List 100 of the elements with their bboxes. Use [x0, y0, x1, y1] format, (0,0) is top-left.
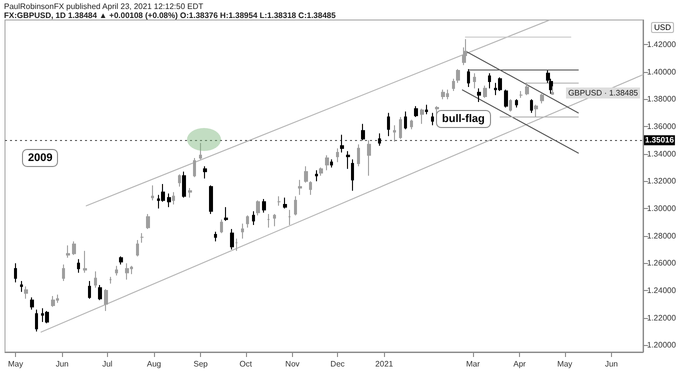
candlestick — [14, 262, 17, 283]
candlestick — [420, 108, 424, 124]
candlestick — [404, 111, 407, 130]
candlestick — [66, 244, 70, 258]
candlestick — [188, 188, 192, 198]
candlestick — [288, 209, 291, 226]
candlestick — [414, 106, 418, 118]
candlestick — [441, 89, 445, 100]
y-tick-label: 1.24000 — [647, 286, 676, 296]
y-tick-label: 1.30000 — [647, 204, 676, 214]
candlestick — [509, 98, 512, 112]
candlestick — [45, 310, 49, 324]
candlestick — [315, 170, 318, 182]
candlestick — [94, 270, 97, 288]
candlestick — [346, 150, 350, 170]
x-tick-label: Jul — [102, 360, 113, 368]
candlestick — [367, 140, 371, 176]
x-tick-label: Apr — [513, 360, 526, 368]
candlestick — [115, 265, 118, 276]
candlestick — [410, 119, 413, 130]
candlestick — [277, 196, 281, 206]
candlestick — [498, 76, 502, 92]
candlestick — [256, 200, 260, 216]
candlestick — [30, 296, 34, 310]
candlestick — [172, 192, 175, 205]
y-tick-label: 1.28000 — [647, 231, 676, 240]
candlestick — [325, 154, 329, 171]
candlestick — [294, 196, 297, 216]
candlestick — [519, 90, 523, 98]
candlestick — [193, 157, 196, 178]
annotation: GBPUSD · 1.38485 — [566, 87, 640, 98]
candlestick — [109, 276, 112, 284]
candlestick — [151, 184, 154, 201]
candlestick — [540, 93, 544, 104]
candlestick — [467, 68, 470, 88]
candlestick — [351, 158, 354, 192]
x-tick-label: Oct — [240, 360, 253, 368]
candlestick — [330, 158, 333, 168]
candlestick — [361, 123, 365, 141]
candlestick — [267, 214, 270, 228]
candlestick — [146, 214, 150, 230]
candlestick — [235, 238, 238, 252]
x-tick-label: May — [557, 360, 572, 368]
text: USD — [651, 22, 674, 33]
candlestick — [182, 171, 186, 198]
candlestick — [473, 72, 476, 89]
y-tick-label: 1.42000 — [647, 40, 676, 50]
candlestick — [298, 179, 302, 196]
candlestick — [378, 132, 381, 146]
x-tick-label: Nov — [285, 360, 300, 368]
candlestick — [319, 167, 323, 176]
candlestick — [214, 231, 217, 242]
text: FX:GBPUSD, 1D 1.38484 ▲ +0.00108 (+0.08%) O:1.38376 H:1.38954 L:1.38318 C:1.38485 — [4, 11, 336, 20]
y-tick-label: 1.26000 — [647, 258, 676, 268]
text: PaulRobinsonFX published April 23, 2021 12:12:50 EDT — [4, 2, 204, 11]
candlestick — [387, 112, 390, 137]
candlestick — [178, 174, 181, 188]
candlestick — [477, 88, 481, 102]
candlestick — [209, 184, 213, 215]
candlestick — [199, 142, 202, 160]
y-tick-label: 1.20000 — [647, 340, 676, 350]
candlestick — [530, 98, 533, 114]
candlestick — [136, 239, 139, 257]
candlestick — [72, 240, 76, 256]
candlestick — [241, 223, 244, 240]
x-tick-label: Aug — [146, 360, 162, 368]
candlestick — [230, 228, 234, 250]
candlestick — [488, 72, 491, 89]
y-tick-label: 1.38000 — [647, 94, 676, 104]
candlestick — [456, 68, 460, 84]
x-tick-label: 2021 — [375, 360, 394, 368]
x-tick-label: Dec — [330, 360, 345, 368]
candlestick — [140, 232, 144, 244]
candlestick — [98, 284, 102, 301]
candlestick — [515, 98, 518, 108]
y-tick-label: 1.36000 — [647, 122, 676, 132]
candlestick — [252, 210, 255, 226]
x-tick-label: Sep — [193, 360, 208, 368]
candlestick — [399, 116, 402, 140]
candlestick — [309, 180, 312, 196]
candlestick — [104, 288, 108, 312]
y-tick-label: 1.32000 — [647, 176, 676, 186]
candlestick — [304, 166, 308, 184]
candlestick — [283, 197, 287, 210]
x-tick-label: Jun — [56, 360, 69, 368]
candlestick — [246, 214, 249, 228]
candlestick — [504, 89, 508, 108]
candlestick — [167, 193, 171, 208]
candlestick — [340, 134, 344, 154]
candlestick — [35, 309, 38, 332]
candlestick — [393, 124, 396, 142]
y-tick-label: 1.40000 — [647, 67, 676, 76]
candlestick — [24, 286, 28, 300]
candlestick — [77, 258, 80, 274]
candlestick — [125, 262, 129, 280]
candlestick — [483, 85, 487, 98]
candlestick — [224, 206, 228, 222]
candlestick — [62, 264, 65, 282]
candlestick — [20, 280, 23, 292]
candlestick — [452, 78, 455, 92]
